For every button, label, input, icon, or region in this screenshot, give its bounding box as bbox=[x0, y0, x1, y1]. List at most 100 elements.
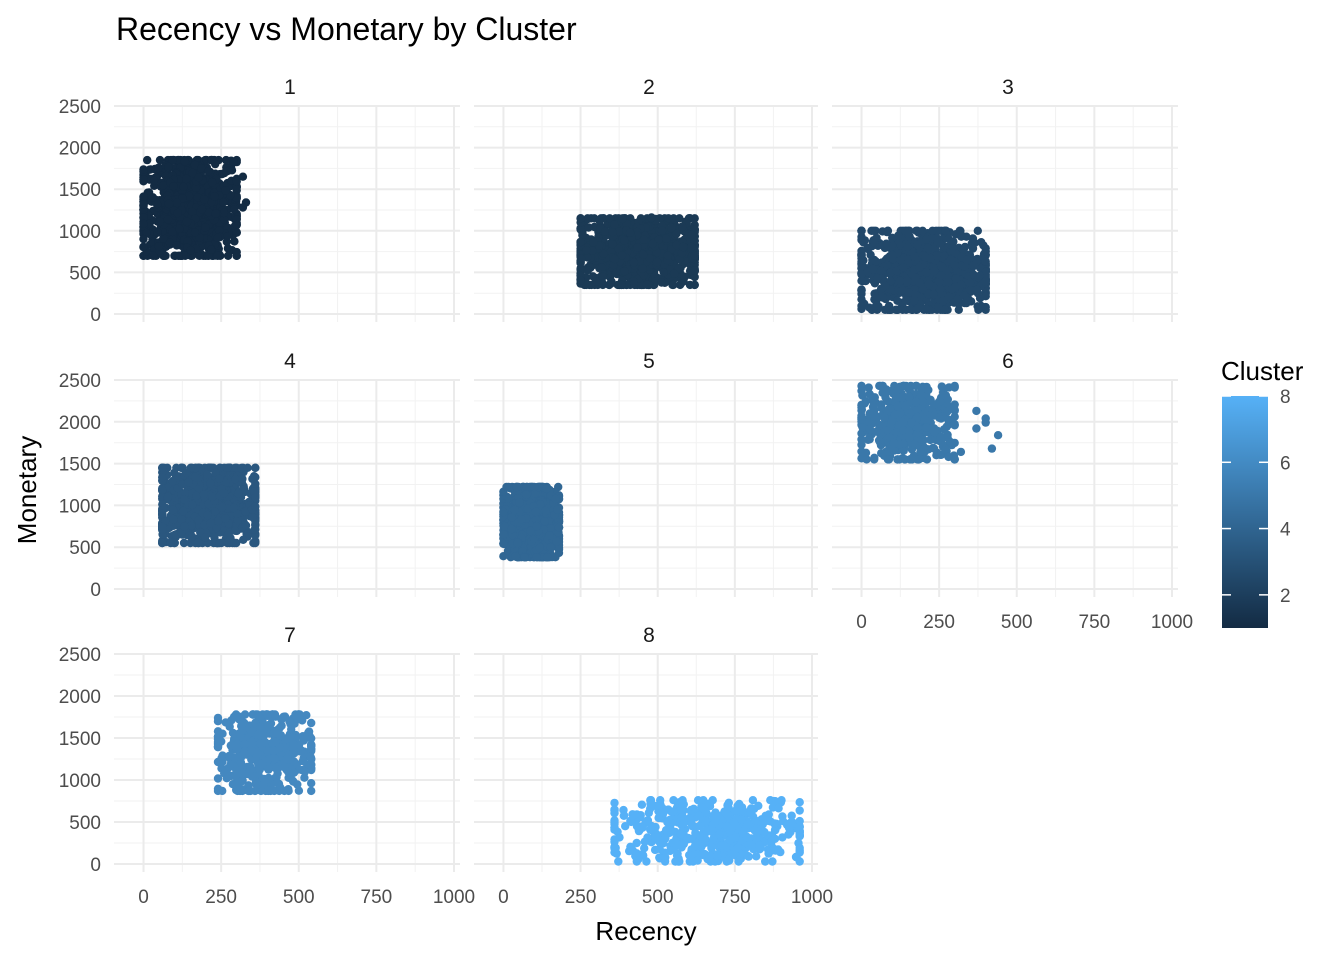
data-point bbox=[203, 510, 212, 520]
data-point bbox=[576, 254, 586, 263]
x-tick-label: 500 bbox=[283, 887, 315, 908]
data-point bbox=[935, 413, 944, 422]
x-tick-label: 750 bbox=[361, 887, 393, 908]
data-point bbox=[608, 228, 617, 237]
data-point bbox=[190, 228, 200, 237]
data-point bbox=[944, 292, 954, 301]
data-point bbox=[188, 168, 197, 178]
data-point bbox=[159, 181, 168, 190]
data-point bbox=[876, 266, 886, 275]
facet-panel-2: 2 bbox=[474, 76, 818, 322]
data-point bbox=[512, 482, 521, 492]
data-point bbox=[222, 167, 231, 176]
data-point bbox=[532, 553, 541, 562]
data-point bbox=[232, 177, 241, 186]
data-point bbox=[884, 405, 893, 414]
data-point bbox=[690, 266, 699, 275]
data-point bbox=[868, 264, 878, 274]
data-point bbox=[865, 303, 874, 312]
data-point bbox=[153, 228, 162, 237]
data-point bbox=[875, 420, 884, 430]
y-tick-label: 0 bbox=[90, 305, 101, 326]
data-point bbox=[234, 489, 243, 498]
data-point bbox=[915, 278, 924, 287]
data-point bbox=[877, 400, 886, 409]
y-tick-label: 500 bbox=[69, 813, 101, 834]
data-point bbox=[903, 276, 912, 286]
data-point-outlier bbox=[972, 406, 981, 416]
y-tick-label: 1500 bbox=[59, 729, 101, 750]
data-point bbox=[188, 207, 197, 216]
x-tick-label: 250 bbox=[923, 612, 955, 633]
data-point bbox=[139, 200, 148, 209]
data-point bbox=[648, 239, 657, 249]
data-point bbox=[880, 413, 889, 422]
data-point bbox=[890, 410, 899, 419]
data-point bbox=[213, 251, 222, 260]
data-point-outlier bbox=[972, 424, 981, 433]
data-point bbox=[946, 402, 955, 411]
data-point bbox=[857, 301, 866, 311]
data-point bbox=[670, 269, 679, 278]
data-point bbox=[934, 302, 943, 312]
data-point-outlier bbox=[687, 230, 696, 240]
data-point bbox=[936, 432, 946, 441]
data-point bbox=[952, 274, 961, 283]
data-point bbox=[892, 266, 901, 276]
data-point bbox=[639, 235, 649, 244]
data-point bbox=[857, 235, 866, 245]
data-point bbox=[522, 490, 531, 499]
data-point-outlier bbox=[934, 397, 944, 406]
data-point-outlier bbox=[944, 452, 953, 462]
data-point bbox=[924, 445, 933, 454]
data-point-outlier bbox=[229, 157, 238, 166]
data-point bbox=[196, 528, 205, 537]
data-point bbox=[154, 163, 163, 173]
data-point bbox=[186, 246, 195, 255]
data-point bbox=[203, 470, 212, 479]
data-point bbox=[164, 199, 174, 209]
data-point-outlier bbox=[987, 444, 997, 453]
data-point bbox=[251, 463, 260, 472]
data-point bbox=[139, 219, 148, 228]
data-point bbox=[968, 234, 978, 243]
data-point bbox=[857, 286, 866, 295]
data-point bbox=[511, 552, 520, 561]
y-tick-label: 2000 bbox=[59, 413, 101, 434]
data-point bbox=[219, 489, 229, 498]
data-point bbox=[221, 514, 230, 523]
x-tick-label: 750 bbox=[1079, 612, 1111, 633]
data-point bbox=[901, 296, 911, 305]
data-point bbox=[499, 507, 508, 517]
cluster-points bbox=[139, 155, 251, 260]
data-point bbox=[230, 526, 240, 535]
data-point bbox=[917, 435, 926, 444]
data-point bbox=[251, 538, 260, 548]
data-point bbox=[672, 229, 681, 238]
data-point bbox=[889, 439, 899, 448]
data-point bbox=[231, 475, 240, 484]
data-point bbox=[197, 164, 206, 173]
data-point bbox=[607, 278, 616, 288]
y-tick-label: 2000 bbox=[59, 139, 101, 160]
x-tick-label: 1000 bbox=[433, 887, 475, 908]
data-point bbox=[690, 251, 699, 260]
facet-panel-6: 60 250 500 750 1000 bbox=[832, 350, 1193, 633]
data-point bbox=[190, 472, 200, 482]
data-point bbox=[960, 262, 969, 271]
data-point bbox=[888, 251, 897, 260]
data-point bbox=[629, 258, 639, 267]
data-point bbox=[233, 515, 242, 525]
data-point-outlier bbox=[241, 521, 251, 530]
data-point bbox=[882, 426, 892, 435]
data-point bbox=[897, 393, 906, 402]
data-point-outlier bbox=[941, 445, 950, 454]
data-point bbox=[199, 195, 209, 204]
cluster-points bbox=[857, 226, 990, 314]
data-point-outlier bbox=[251, 493, 260, 503]
data-point bbox=[903, 242, 912, 251]
data-point bbox=[543, 553, 552, 562]
data-point bbox=[510, 505, 519, 515]
